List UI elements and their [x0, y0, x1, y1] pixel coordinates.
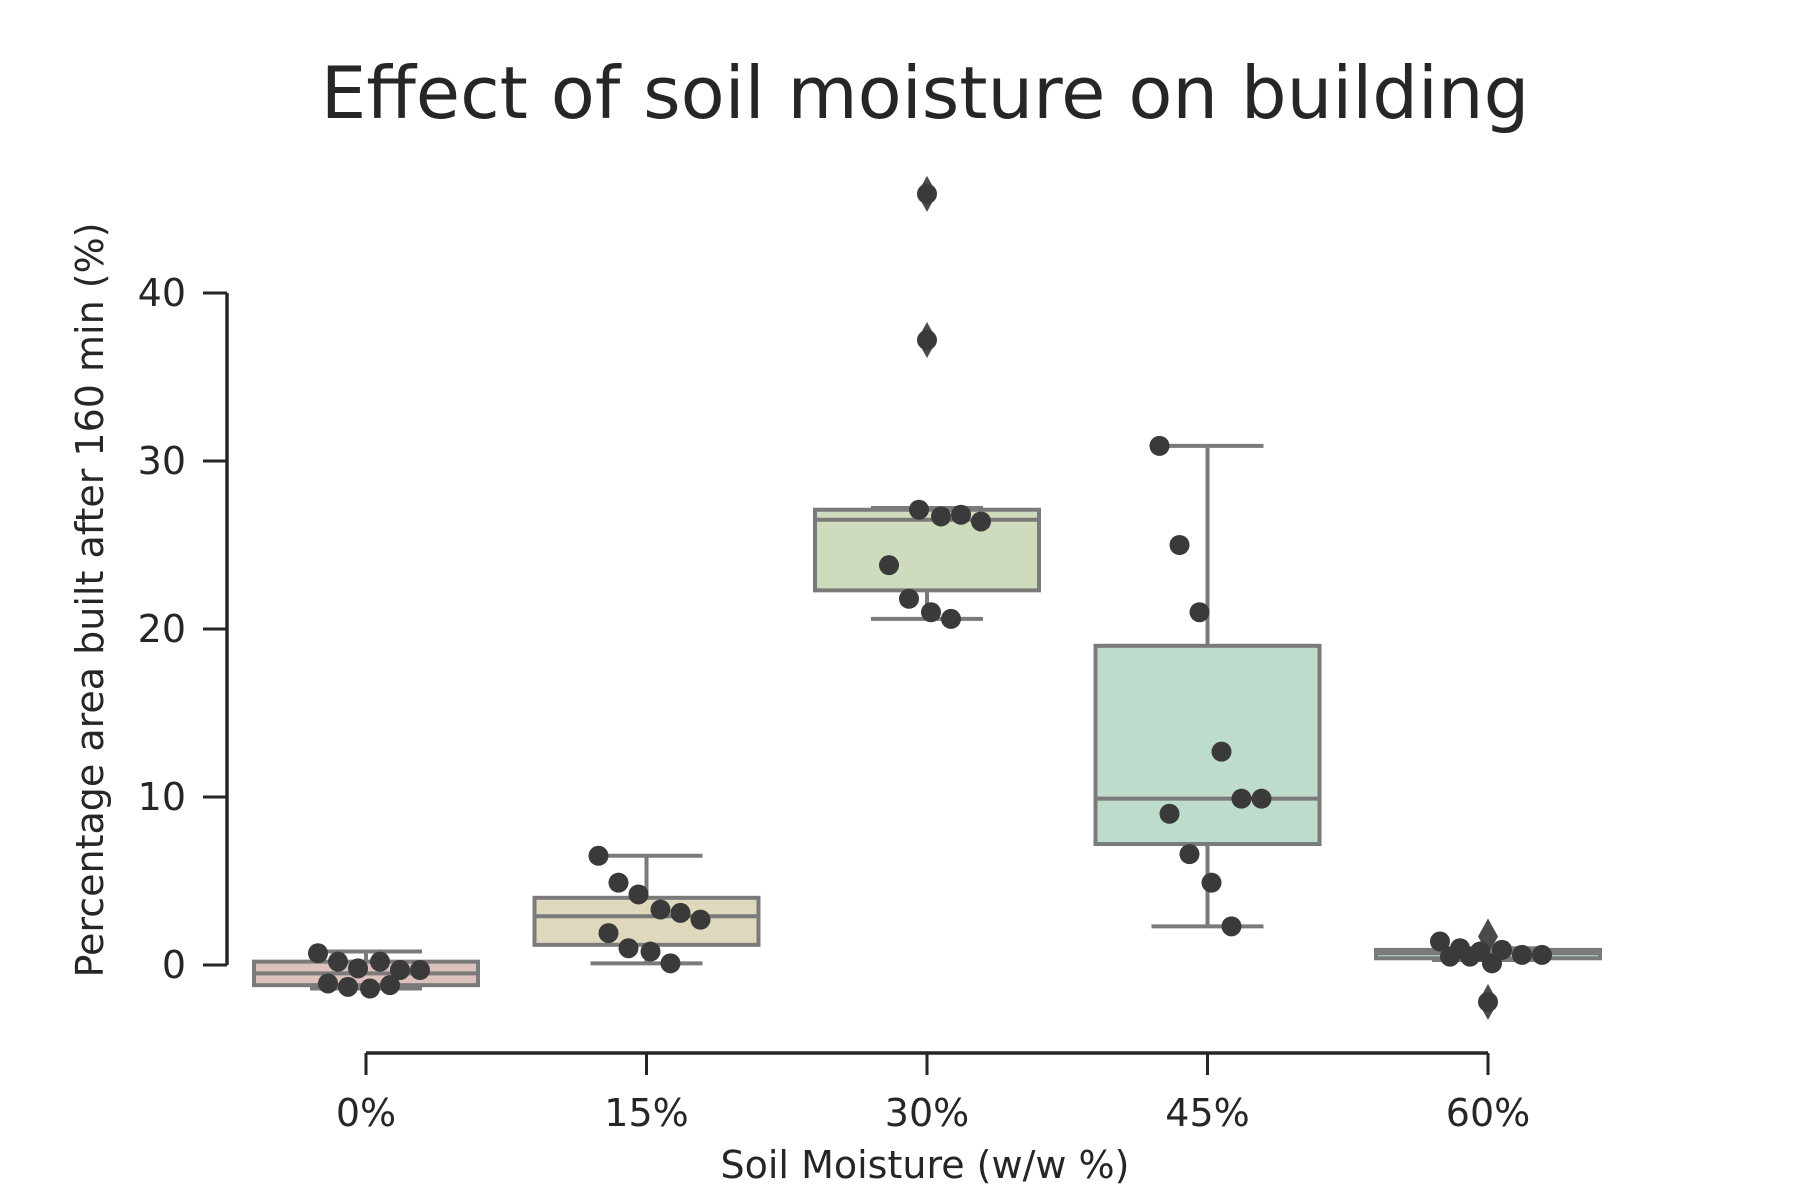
data-point	[588, 845, 609, 866]
data-point	[951, 504, 971, 525]
x-axis-label: Soil Moisture (w/w %)	[721, 1143, 1130, 1187]
data-point	[670, 902, 691, 923]
data-point	[608, 872, 629, 893]
data-point	[931, 506, 951, 527]
data-point	[360, 978, 380, 999]
data-point	[618, 938, 639, 959]
x-tick-label: 60%	[1446, 1091, 1530, 1135]
y-tick-label: 40	[138, 271, 186, 315]
data-point	[598, 923, 619, 944]
data-point	[410, 960, 430, 981]
box-15%	[532, 845, 761, 974]
data-point	[650, 899, 671, 920]
data-point	[390, 960, 410, 981]
y-tick-label: 30	[138, 439, 186, 483]
x-tick-label: 0%	[336, 1091, 396, 1135]
y-tick-label: 10	[138, 775, 186, 819]
data-point	[941, 608, 961, 629]
box-iqr	[1093, 643, 1322, 847]
data-point	[628, 884, 649, 905]
data-point	[370, 951, 390, 972]
data-point	[1179, 844, 1200, 865]
data-point	[917, 183, 937, 204]
data-point	[917, 330, 937, 351]
data-point	[1221, 916, 1242, 937]
data-point	[1159, 803, 1180, 824]
data-point	[971, 511, 991, 532]
box-iqr	[532, 895, 761, 947]
data-point	[328, 951, 348, 972]
data-point	[1440, 946, 1460, 967]
boxes-group	[252, 175, 1602, 1020]
data-point	[1430, 931, 1450, 952]
data-point	[318, 973, 338, 994]
data-point	[1482, 953, 1502, 974]
box-iqr	[813, 507, 1041, 593]
data-point	[690, 909, 711, 930]
data-point	[1532, 944, 1552, 965]
data-point	[338, 976, 358, 997]
data-point	[660, 953, 681, 974]
data-point	[1169, 535, 1190, 555]
y-tick-label: 20	[138, 607, 186, 651]
data-point	[1512, 944, 1532, 965]
data-point	[1201, 872, 1222, 893]
data-point	[879, 555, 899, 576]
y-tick-label: 0	[162, 943, 186, 987]
box-45%	[1093, 435, 1322, 937]
data-point	[1211, 741, 1232, 762]
chart-title: Effect of soil moisture on building	[321, 51, 1530, 135]
data-point	[921, 602, 941, 623]
x-tick-label: 45%	[1165, 1091, 1249, 1135]
data-point	[348, 958, 368, 979]
data-point	[640, 941, 661, 962]
x-axis: 0% 15% 30% 45% 60%	[336, 1051, 1530, 1135]
x-tick-label: 15%	[604, 1091, 688, 1135]
data-point	[308, 943, 328, 964]
data-point	[909, 499, 929, 520]
y-axis-label: Percentage area built after 160 min (%)	[68, 222, 112, 977]
x-tick-label: 30%	[885, 1091, 969, 1135]
data-point	[1460, 946, 1480, 967]
data-point	[1149, 435, 1170, 456]
box-60%	[1374, 918, 1602, 1020]
data-point	[1231, 788, 1252, 809]
box-30%	[813, 175, 1041, 629]
box-0%	[252, 943, 480, 999]
data-point	[899, 588, 919, 609]
data-point	[1251, 788, 1272, 809]
data-point	[1478, 991, 1498, 1012]
data-point	[380, 975, 400, 996]
y-axis: 0 10 20 30 40	[138, 271, 229, 987]
data-point	[1189, 602, 1210, 623]
